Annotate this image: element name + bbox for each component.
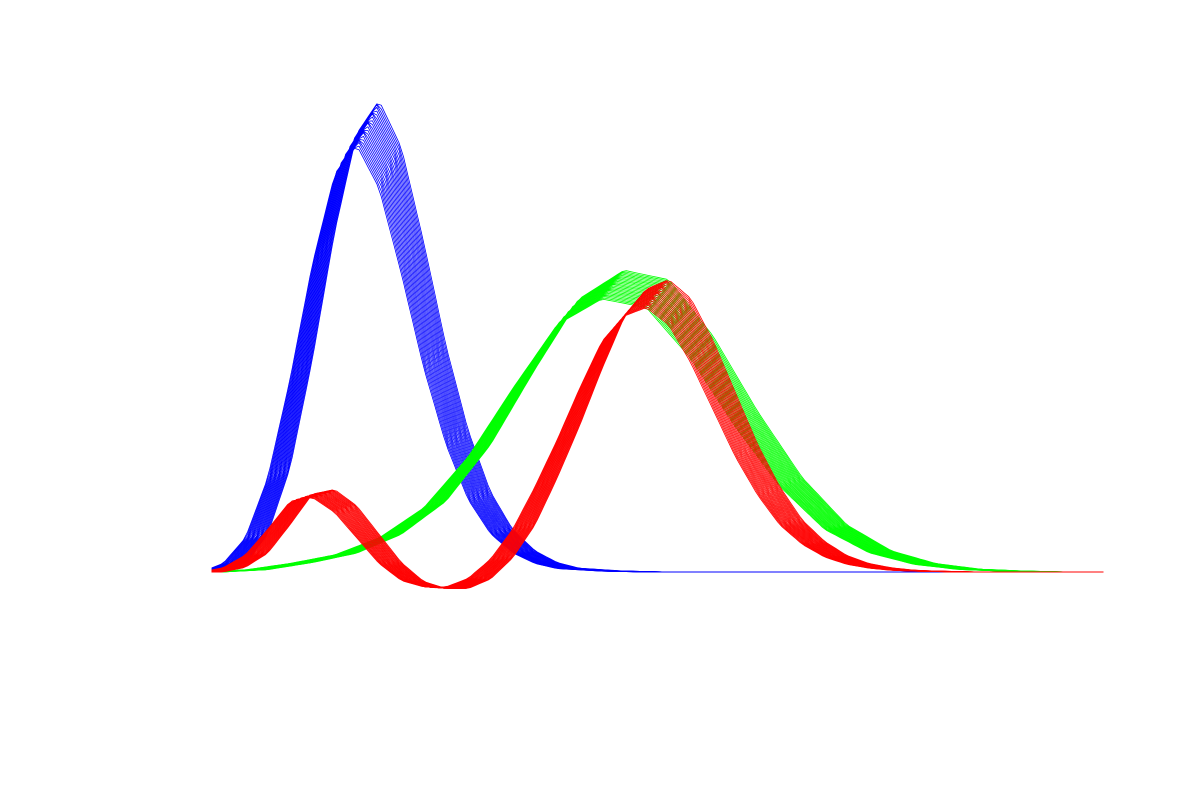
- series-1-curve-1: [211, 297, 1104, 573]
- series-1-curve-8: [211, 289, 1104, 573]
- series-2-curve-15: [211, 290, 1104, 589]
- series-1-curve-0: [211, 299, 1104, 573]
- series-1-curve-10: [211, 287, 1104, 573]
- series-2-curve-5: [211, 302, 1104, 588]
- series-2-curve-0: [211, 308, 1104, 588]
- series-2-curve-20: [211, 285, 1104, 589]
- series-2-curve-18: [211, 286, 1104, 589]
- series-1-curve-23: [211, 271, 1104, 573]
- series-2-curve-11: [211, 295, 1104, 588]
- series-2-curve-24: [211, 280, 1104, 589]
- series-2-curve-17: [211, 287, 1104, 589]
- series-1-curve-14: [211, 282, 1104, 573]
- series-2-curve-1: [211, 307, 1104, 588]
- series-1-curve-18: [211, 277, 1104, 573]
- series-2-curve-13: [211, 292, 1104, 589]
- series-2-curve-14: [211, 291, 1104, 589]
- series-2-curve-23: [211, 281, 1104, 589]
- series-2-curve-6: [211, 301, 1104, 588]
- series-1-curve-19: [211, 276, 1104, 573]
- series-1-curve-2: [211, 296, 1104, 573]
- series-2-curve-22: [211, 281, 1104, 589]
- curves-layer: [211, 103, 1104, 589]
- series-1-curve-7: [211, 290, 1104, 573]
- series-1-curve-24: [211, 270, 1104, 573]
- series-1-curve-3: [211, 295, 1104, 573]
- series-1-curve-4: [211, 294, 1104, 573]
- series-2-curve-19: [211, 285, 1104, 589]
- series-2-curve-9: [211, 297, 1104, 588]
- series-1-curve-11: [211, 285, 1104, 573]
- series-1-curve-6: [211, 291, 1104, 573]
- series-1-curve-13: [211, 283, 1104, 573]
- series-1-curve-15: [211, 281, 1104, 573]
- series-2-curve-7: [211, 299, 1104, 588]
- series-1-curve-16: [211, 279, 1104, 573]
- series-2-curve-3: [211, 303, 1104, 588]
- series-1-group: [211, 270, 1104, 573]
- series-1-curve-17: [211, 278, 1104, 573]
- series-2-curve-21: [211, 283, 1104, 589]
- series-2-curve-10: [211, 296, 1104, 588]
- series-2-group: [211, 280, 1104, 589]
- series-1-curve-5: [211, 293, 1104, 573]
- series-1-curve-9: [211, 288, 1104, 573]
- series-2-curve-16: [211, 289, 1104, 589]
- series-1-curve-12: [211, 284, 1104, 573]
- series-2-curve-4: [211, 303, 1104, 588]
- series-2-curve-12: [211, 293, 1104, 589]
- series-2-curve-2: [211, 305, 1104, 588]
- series-2-curve-8: [211, 298, 1104, 588]
